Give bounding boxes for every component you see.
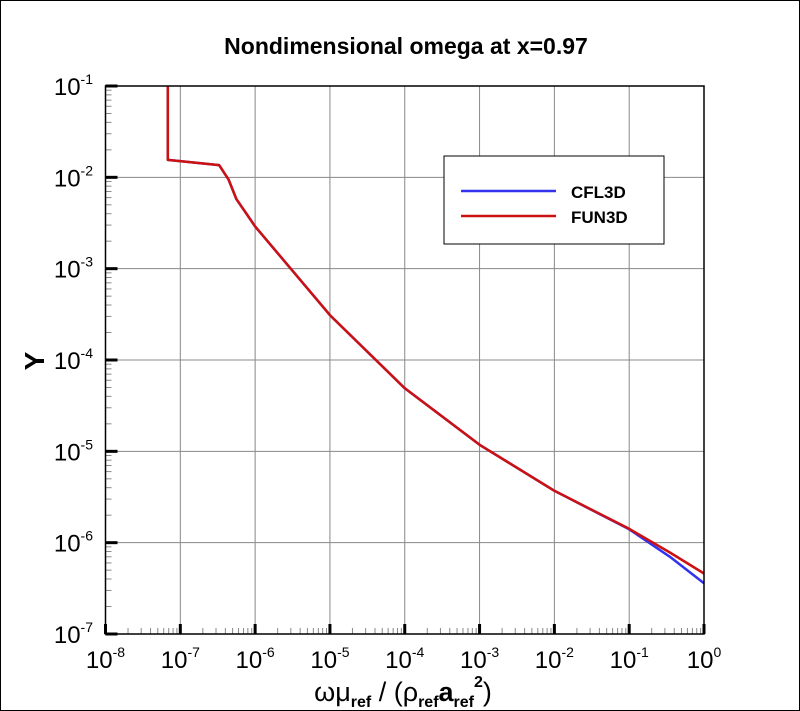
chart-title: Nondimensional omega at x=0.97 bbox=[224, 33, 588, 59]
x-tick-labels: 10-8 10-7 10-6 10-5 10-4 10-3 10-2 10-1 100 bbox=[86, 644, 722, 674]
x-axis-label: ωμref / (ρrefaref2) bbox=[314, 674, 492, 710]
x-tick-label: 10-2 bbox=[535, 644, 574, 674]
y-tick-label: 10-2 bbox=[54, 162, 93, 192]
y-tick-label: 10-3 bbox=[54, 254, 93, 284]
x-tick-label: 10-6 bbox=[236, 644, 275, 674]
x-tick-label: 10-1 bbox=[610, 644, 649, 674]
x-tick-label: 10-7 bbox=[161, 644, 200, 674]
x-tick-label: 10-4 bbox=[385, 644, 424, 674]
x-tick-label: 10-5 bbox=[310, 644, 349, 674]
plot-border bbox=[104, 85, 705, 635]
series-lines bbox=[166, 86, 705, 585]
y-tick-label: 10-1 bbox=[54, 71, 93, 101]
y-tick-label: 10-4 bbox=[54, 345, 93, 375]
x-tick-label: 10-3 bbox=[460, 644, 499, 674]
y-tick-labels: 10-7 10-6 10-5 10-4 10-3 10-2 10-1 bbox=[54, 71, 93, 649]
legend: CFL3D FUN3D bbox=[443, 155, 665, 245]
legend-box bbox=[443, 155, 665, 245]
y-tick-label: 10-6 bbox=[54, 528, 93, 558]
series-line-fun3d bbox=[166, 86, 705, 575]
legend-label-fun3d: FUN3D bbox=[571, 208, 628, 227]
y-tick-label: 10-7 bbox=[54, 619, 93, 649]
x-tick-label: 100 bbox=[687, 644, 722, 674]
y-axis-label: Y bbox=[19, 351, 50, 370]
x-tick-label: 10-8 bbox=[86, 644, 125, 674]
y-tick-label: 10-5 bbox=[54, 436, 93, 466]
legend-label-cfl3d: CFL3D bbox=[571, 183, 626, 202]
